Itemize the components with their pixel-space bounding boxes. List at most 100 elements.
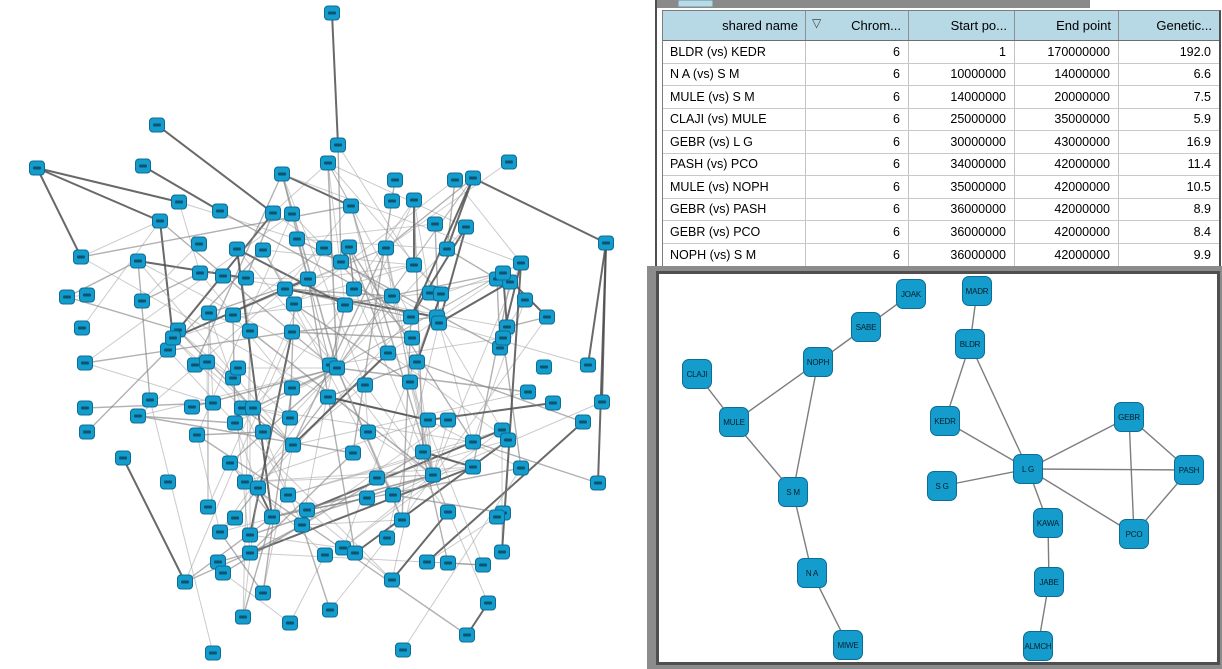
network-node[interactable]: MIWE (833, 630, 863, 660)
network-node[interactable] (465, 434, 481, 450)
network-node[interactable] (440, 555, 456, 571)
network-node[interactable]: CLAJI (682, 359, 712, 389)
network-node[interactable] (406, 257, 422, 273)
network-node[interactable] (192, 265, 208, 281)
network-node[interactable] (77, 355, 93, 371)
table-cell[interactable]: 6 (806, 153, 909, 175)
network-node[interactable] (201, 305, 217, 321)
network-node[interactable] (494, 544, 510, 560)
table-cell[interactable]: 10000000 (909, 63, 1015, 85)
network-node[interactable]: NOPH (803, 347, 833, 377)
table-row[interactable]: PASH (vs) PCO 6 34000000 42000000 11.4 (663, 153, 1219, 176)
network-node[interactable] (440, 504, 456, 520)
network-node[interactable] (513, 255, 529, 271)
table-cell[interactable]: 6 (806, 176, 909, 198)
table-cell[interactable]: 25000000 (909, 108, 1015, 130)
network-node[interactable] (322, 602, 338, 618)
network-node[interactable] (212, 203, 228, 219)
network-node[interactable] (73, 249, 89, 265)
network-node[interactable] (280, 487, 296, 503)
network-node[interactable] (284, 324, 300, 340)
network-node[interactable] (250, 480, 266, 496)
network-node[interactable] (238, 270, 254, 286)
network-node[interactable] (199, 354, 215, 370)
network-node[interactable] (59, 289, 75, 305)
table-cell[interactable]: CLAJI (vs) MULE (663, 108, 806, 130)
network-node[interactable] (320, 389, 336, 405)
table-cell[interactable]: GEBR (vs) PASH (663, 198, 806, 220)
network-node[interactable] (317, 547, 333, 563)
column-header-3[interactable]: End point (1015, 11, 1119, 40)
table-cell[interactable]: 14000000 (1015, 63, 1119, 85)
network-node[interactable] (282, 615, 298, 631)
network-node[interactable] (274, 166, 290, 182)
network-node[interactable] (205, 645, 221, 661)
network-node[interactable] (227, 415, 243, 431)
network-node[interactable] (277, 281, 293, 297)
network-node[interactable] (289, 231, 305, 247)
table-cell[interactable]: 6 (806, 198, 909, 220)
table-row[interactable]: N A (vs) S M 6 10000000 14000000 6.6 (663, 63, 1219, 86)
network-node[interactable] (384, 572, 400, 588)
network-node[interactable] (333, 254, 349, 270)
network-node[interactable] (299, 502, 315, 518)
network-node[interactable] (440, 412, 456, 428)
table-cell[interactable]: 6.6 (1193, 67, 1211, 82)
network-node[interactable] (77, 400, 93, 416)
network-node[interactable] (227, 510, 243, 526)
table-cell[interactable]: 6 (806, 41, 909, 63)
network-node[interactable] (369, 470, 385, 486)
network-node[interactable] (395, 642, 411, 658)
network-node[interactable] (284, 380, 300, 396)
table-cell[interactable]: 35000000 (1015, 108, 1119, 130)
network-node[interactable] (590, 475, 606, 491)
table-cell[interactable]: 42000000 (1015, 176, 1119, 198)
network-node[interactable] (255, 242, 271, 258)
network-node[interactable] (594, 394, 610, 410)
network-node[interactable] (200, 499, 216, 515)
network-node[interactable] (447, 172, 463, 188)
table-cell[interactable]: 42000000 (1015, 221, 1119, 243)
network-node[interactable] (177, 574, 193, 590)
network-node[interactable] (300, 271, 316, 287)
network-node[interactable] (378, 240, 394, 256)
network-node[interactable] (242, 323, 258, 339)
network-node[interactable] (459, 627, 475, 643)
table-cell[interactable]: 8.4 (1193, 224, 1211, 239)
table-cell[interactable]: 6 (806, 108, 909, 130)
network-node[interactable] (406, 192, 422, 208)
table-cell[interactable]: 10.5 (1186, 179, 1211, 194)
network-node[interactable] (394, 512, 410, 528)
network-node[interactable] (284, 206, 300, 222)
network-node[interactable] (480, 595, 496, 611)
network-node[interactable]: SABE (851, 312, 881, 342)
table-row[interactable]: GEBR (vs) L G 6 30000000 43000000 16.9 (663, 131, 1219, 154)
network-node[interactable] (347, 545, 363, 561)
table-cell[interactable]: NOPH (vs) S M (663, 243, 806, 266)
table-cell[interactable]: GEBR (vs) PCO (663, 221, 806, 243)
network-node[interactable] (229, 241, 245, 257)
network-node[interactable] (359, 490, 375, 506)
network-node[interactable] (402, 374, 418, 390)
table-cell[interactable]: 42000000 (1015, 153, 1119, 175)
network-node[interactable] (346, 281, 362, 297)
network-node[interactable]: N A (797, 558, 827, 588)
network-node[interactable] (465, 170, 481, 186)
table-row[interactable]: CLAJI (vs) MULE 6 25000000 35000000 5.9 (663, 108, 1219, 131)
network-node[interactable] (379, 530, 395, 546)
network-node[interactable] (439, 241, 455, 257)
table-cell[interactable]: 14000000 (909, 86, 1015, 108)
table-cell[interactable]: 36000000 (909, 221, 1015, 243)
network-node[interactable] (134, 293, 150, 309)
table-row[interactable]: MULE (vs) S M 6 14000000 20000000 7.5 (663, 86, 1219, 109)
network-node[interactable]: L G (1013, 454, 1043, 484)
network-node[interactable] (343, 198, 359, 214)
network-node[interactable] (149, 117, 165, 133)
table-cell[interactable]: 20000000 (1015, 86, 1119, 108)
network-node[interactable]: PCO (1119, 519, 1149, 549)
network-node[interactable]: MADR (962, 276, 992, 306)
table-cell[interactable]: 8.9 (1193, 202, 1211, 217)
network-node[interactable] (517, 292, 533, 308)
table-cell[interactable]: 6 (806, 131, 909, 153)
network-node[interactable] (341, 239, 357, 255)
